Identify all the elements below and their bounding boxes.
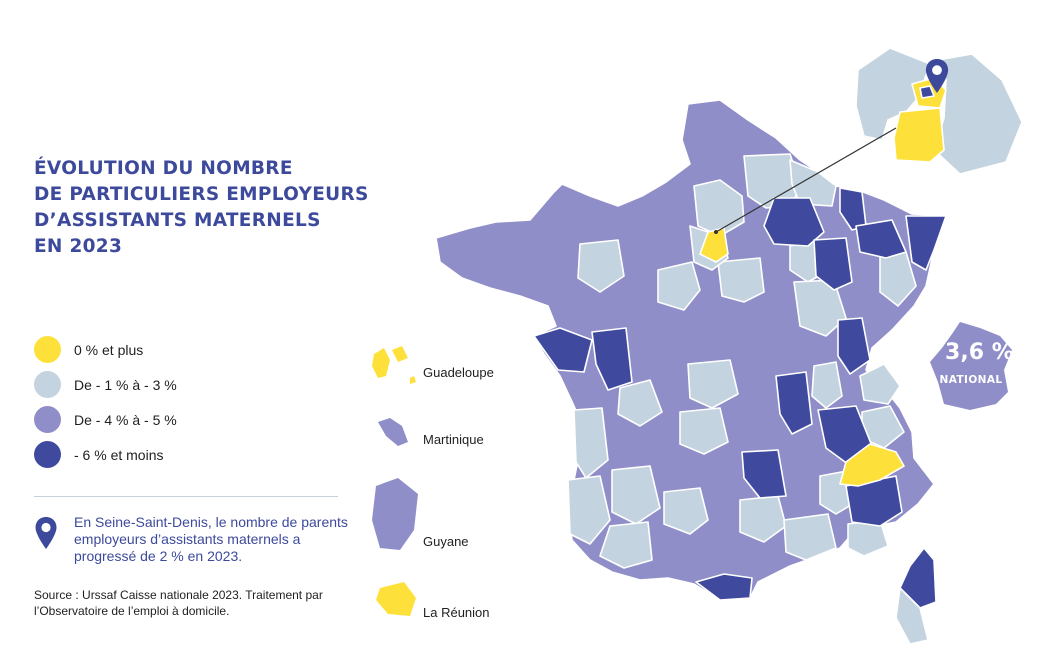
connector-dot	[714, 230, 718, 234]
department-light	[679, 407, 729, 455]
department-dark	[845, 475, 903, 527]
department-light	[717, 257, 765, 303]
department-light	[611, 465, 661, 525]
inset-connector-line	[715, 127, 897, 233]
corsica-south	[895, 587, 929, 645]
legend-item-1-3: De - 1 % à - 3 %	[34, 371, 177, 398]
department-dark	[591, 327, 633, 391]
idf-west	[855, 47, 931, 141]
label-guadeloupe: Guadeloupe	[423, 365, 494, 380]
department-light	[599, 521, 653, 569]
department-dark	[741, 449, 787, 499]
inset-map-pin-icon	[925, 59, 949, 93]
department-light	[687, 359, 739, 409]
department-dark	[763, 197, 825, 247]
department-light	[617, 379, 663, 427]
department-dark	[533, 327, 593, 373]
title-line-4: EN 2023	[34, 236, 123, 257]
department-light	[859, 363, 901, 405]
department-light	[783, 513, 837, 561]
department-dark	[855, 219, 907, 259]
legend-item-6-plus: - 6 % et moins	[34, 441, 177, 468]
national-label: NATIONAL	[939, 374, 1003, 386]
legend-label: De - 1 % à - 3 %	[74, 376, 177, 393]
legend-label: - 6 % et moins	[74, 446, 164, 463]
label-guyane: Guyane	[423, 534, 469, 549]
department-yellow	[839, 443, 905, 487]
title-line-2: DE PARTICULIERS EMPLOYEURS	[34, 184, 369, 205]
label-reunion: La Réunion	[423, 605, 490, 620]
department-light	[811, 361, 843, 409]
department-light	[789, 159, 837, 207]
map-pin-icon	[35, 517, 57, 549]
guyane-shape	[372, 478, 418, 550]
title-line-3: D’ASSISTANTS MATERNELS	[34, 210, 321, 231]
map-title: ÉVOLUTION DU NOMBRE DE PARTICULIERS EMPL…	[34, 156, 414, 260]
seine-saint-denis-note: En Seine-Saint-Denis, le nombre de paren…	[34, 514, 354, 565]
source-text: Source : Urssaf Caisse nationale 2023. T…	[34, 588, 323, 618]
national-value: - 3,6 %	[928, 340, 1014, 365]
department-dark	[695, 573, 753, 601]
department-light	[567, 475, 611, 545]
national-france-shape	[930, 322, 1012, 410]
legend-swatch-light	[34, 371, 61, 398]
idf-east	[933, 53, 1023, 175]
martinique-shape	[378, 418, 408, 446]
legend-label: De - 4 % à - 5 %	[74, 411, 177, 428]
legend-swatch-medium	[34, 406, 61, 433]
department-light	[573, 407, 609, 479]
department-dark	[905, 215, 947, 271]
legend-item-4-5: De - 4 % à - 5 %	[34, 406, 177, 433]
legend-swatch-yellow	[34, 336, 61, 363]
legend-item-positive: 0 % et plus	[34, 336, 177, 363]
department-light	[693, 179, 745, 237]
idf-essonne	[893, 107, 945, 163]
department-dark	[813, 237, 853, 291]
divider	[34, 496, 338, 497]
department-light	[577, 239, 625, 293]
idf-paris	[919, 85, 935, 99]
guadeloupe-shape	[372, 346, 416, 384]
title-line-1: ÉVOLUTION DU NOMBRE	[34, 158, 293, 179]
department-light	[663, 487, 709, 535]
legend-label: 0 % et plus	[74, 341, 144, 358]
map-legend: 0 % et plus De - 1 % à - 3 % De - 4 % à …	[34, 336, 177, 476]
note-text: En Seine-Saint-Denis, le nombre de paren…	[74, 514, 348, 564]
department-light	[657, 261, 701, 311]
department-dark	[775, 371, 813, 435]
reunion-shape	[376, 582, 416, 616]
label-martinique: Martinique	[423, 432, 484, 447]
legend-swatch-dark	[34, 441, 61, 468]
department-dark	[837, 317, 871, 375]
